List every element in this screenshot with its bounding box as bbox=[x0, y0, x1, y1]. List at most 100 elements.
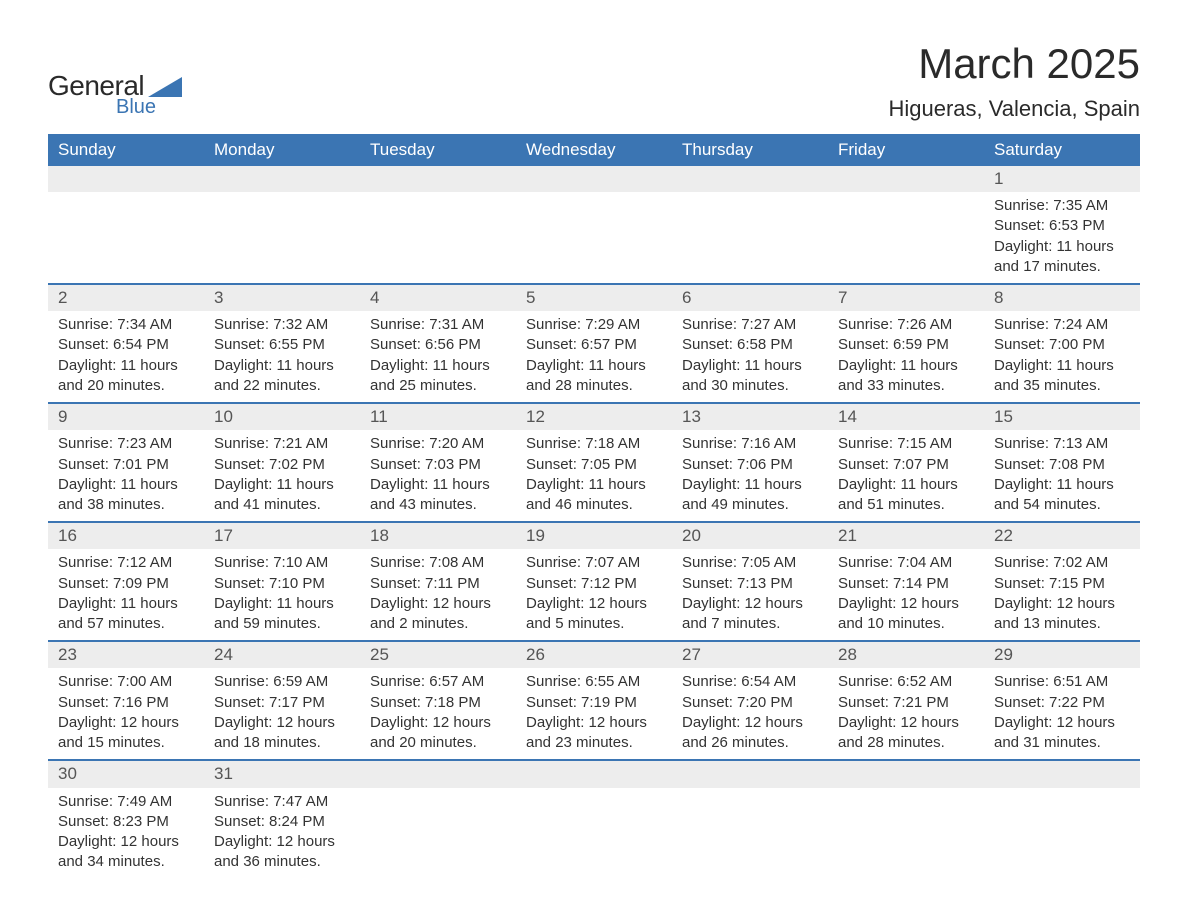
cell-body: Sunrise: 6:52 AMSunset: 7:21 PMDaylight:… bbox=[828, 668, 984, 759]
cell-body: Sunrise: 6:59 AMSunset: 7:17 PMDaylight:… bbox=[204, 668, 360, 759]
calendar-cell: 17Sunrise: 7:10 AMSunset: 7:10 PMDayligh… bbox=[204, 522, 360, 641]
day-header: Saturday bbox=[984, 134, 1140, 166]
daylight-text: Daylight: 12 hours and 31 minutes. bbox=[994, 713, 1130, 754]
header: General Blue March 2025 Higueras, Valenc… bbox=[48, 40, 1140, 122]
day-number: 17 bbox=[204, 523, 360, 549]
calendar-cell: 25Sunrise: 6:57 AMSunset: 7:18 PMDayligh… bbox=[360, 641, 516, 760]
sunset-text: Sunset: 7:12 PM bbox=[526, 574, 662, 594]
sunset-text: Sunset: 6:54 PM bbox=[58, 335, 194, 355]
daylight-text: Daylight: 12 hours and 20 minutes. bbox=[370, 713, 506, 754]
day-number: 9 bbox=[48, 404, 204, 430]
cell-body: Sunrise: 7:12 AMSunset: 7:09 PMDaylight:… bbox=[48, 549, 204, 640]
day-number: 7 bbox=[828, 285, 984, 311]
cell-body: Sunrise: 7:49 AMSunset: 8:23 PMDaylight:… bbox=[48, 788, 204, 879]
calendar-cell: 26Sunrise: 6:55 AMSunset: 7:19 PMDayligh… bbox=[516, 641, 672, 760]
sunrise-text: Sunrise: 7:27 AM bbox=[682, 315, 818, 335]
daylight-text: Daylight: 12 hours and 13 minutes. bbox=[994, 594, 1130, 635]
sunset-text: Sunset: 7:02 PM bbox=[214, 455, 350, 475]
day-number: 25 bbox=[360, 642, 516, 668]
daylight-text: Daylight: 11 hours and 43 minutes. bbox=[370, 475, 506, 516]
sunset-text: Sunset: 7:22 PM bbox=[994, 693, 1130, 713]
calendar-cell: 6Sunrise: 7:27 AMSunset: 6:58 PMDaylight… bbox=[672, 284, 828, 403]
sunrise-text: Sunrise: 7:23 AM bbox=[58, 434, 194, 454]
daylight-text: Daylight: 12 hours and 7 minutes. bbox=[682, 594, 818, 635]
cell-body bbox=[672, 192, 828, 262]
location-subtitle: Higueras, Valencia, Spain bbox=[888, 96, 1140, 122]
day-header: Wednesday bbox=[516, 134, 672, 166]
calendar-cell: 20Sunrise: 7:05 AMSunset: 7:13 PMDayligh… bbox=[672, 522, 828, 641]
calendar-cell bbox=[984, 760, 1140, 878]
cell-body: Sunrise: 7:00 AMSunset: 7:16 PMDaylight:… bbox=[48, 668, 204, 759]
daylight-text: Daylight: 11 hours and 41 minutes. bbox=[214, 475, 350, 516]
daylight-text: Daylight: 11 hours and 22 minutes. bbox=[214, 356, 350, 397]
cell-body: Sunrise: 7:02 AMSunset: 7:15 PMDaylight:… bbox=[984, 549, 1140, 640]
daylight-text: Daylight: 11 hours and 51 minutes. bbox=[838, 475, 974, 516]
cell-body: Sunrise: 7:35 AMSunset: 6:53 PMDaylight:… bbox=[984, 192, 1140, 283]
daylight-text: Daylight: 12 hours and 18 minutes. bbox=[214, 713, 350, 754]
day-number: 8 bbox=[984, 285, 1140, 311]
cell-body: Sunrise: 7:47 AMSunset: 8:24 PMDaylight:… bbox=[204, 788, 360, 879]
sunset-text: Sunset: 6:55 PM bbox=[214, 335, 350, 355]
day-number: 10 bbox=[204, 404, 360, 430]
sunset-text: Sunset: 7:14 PM bbox=[838, 574, 974, 594]
daylight-text: Daylight: 12 hours and 10 minutes. bbox=[838, 594, 974, 635]
daylight-text: Daylight: 11 hours and 25 minutes. bbox=[370, 356, 506, 397]
cell-body: Sunrise: 7:07 AMSunset: 7:12 PMDaylight:… bbox=[516, 549, 672, 640]
day-number: 1 bbox=[984, 166, 1140, 192]
cell-body: Sunrise: 7:04 AMSunset: 7:14 PMDaylight:… bbox=[828, 549, 984, 640]
day-number bbox=[984, 761, 1140, 787]
calendar-cell bbox=[48, 166, 204, 284]
daylight-text: Daylight: 11 hours and 54 minutes. bbox=[994, 475, 1130, 516]
sunrise-text: Sunrise: 7:29 AM bbox=[526, 315, 662, 335]
calendar-cell: 2Sunrise: 7:34 AMSunset: 6:54 PMDaylight… bbox=[48, 284, 204, 403]
cell-body: Sunrise: 6:54 AMSunset: 7:20 PMDaylight:… bbox=[672, 668, 828, 759]
cell-body: Sunrise: 7:10 AMSunset: 7:10 PMDaylight:… bbox=[204, 549, 360, 640]
daylight-text: Daylight: 11 hours and 38 minutes. bbox=[58, 475, 194, 516]
day-number: 14 bbox=[828, 404, 984, 430]
sunrise-text: Sunrise: 7:04 AM bbox=[838, 553, 974, 573]
brand-name-2: Blue bbox=[116, 96, 182, 119]
sunrise-text: Sunrise: 7:34 AM bbox=[58, 315, 194, 335]
sunrise-text: Sunrise: 6:55 AM bbox=[526, 672, 662, 692]
sunset-text: Sunset: 7:01 PM bbox=[58, 455, 194, 475]
calendar-row: 16Sunrise: 7:12 AMSunset: 7:09 PMDayligh… bbox=[48, 522, 1140, 641]
sunrise-text: Sunrise: 7:26 AM bbox=[838, 315, 974, 335]
calendar-cell bbox=[828, 760, 984, 878]
sunrise-text: Sunrise: 6:51 AM bbox=[994, 672, 1130, 692]
calendar-cell: 31Sunrise: 7:47 AMSunset: 8:24 PMDayligh… bbox=[204, 760, 360, 878]
cell-body bbox=[516, 192, 672, 262]
sunset-text: Sunset: 8:23 PM bbox=[58, 812, 194, 832]
calendar-cell bbox=[516, 760, 672, 878]
sunrise-text: Sunrise: 7:08 AM bbox=[370, 553, 506, 573]
calendar-cell: 10Sunrise: 7:21 AMSunset: 7:02 PMDayligh… bbox=[204, 403, 360, 522]
daylight-text: Daylight: 11 hours and 49 minutes. bbox=[682, 475, 818, 516]
title-block: March 2025 Higueras, Valencia, Spain bbox=[888, 40, 1140, 122]
calendar-cell bbox=[828, 166, 984, 284]
calendar-cell: 9Sunrise: 7:23 AMSunset: 7:01 PMDaylight… bbox=[48, 403, 204, 522]
cell-body: Sunrise: 7:27 AMSunset: 6:58 PMDaylight:… bbox=[672, 311, 828, 402]
calendar-cell: 19Sunrise: 7:07 AMSunset: 7:12 PMDayligh… bbox=[516, 522, 672, 641]
cell-body: Sunrise: 7:08 AMSunset: 7:11 PMDaylight:… bbox=[360, 549, 516, 640]
day-number bbox=[828, 761, 984, 787]
day-header: Monday bbox=[204, 134, 360, 166]
daylight-text: Daylight: 12 hours and 34 minutes. bbox=[58, 832, 194, 873]
cell-body: Sunrise: 7:23 AMSunset: 7:01 PMDaylight:… bbox=[48, 430, 204, 521]
day-number: 15 bbox=[984, 404, 1140, 430]
day-number: 12 bbox=[516, 404, 672, 430]
sunrise-text: Sunrise: 7:32 AM bbox=[214, 315, 350, 335]
sunrise-text: Sunrise: 7:02 AM bbox=[994, 553, 1130, 573]
day-number: 16 bbox=[48, 523, 204, 549]
cell-body bbox=[48, 192, 204, 262]
day-number: 18 bbox=[360, 523, 516, 549]
cell-body: Sunrise: 7:13 AMSunset: 7:08 PMDaylight:… bbox=[984, 430, 1140, 521]
cell-body: Sunrise: 6:55 AMSunset: 7:19 PMDaylight:… bbox=[516, 668, 672, 759]
sunset-text: Sunset: 7:18 PM bbox=[370, 693, 506, 713]
sunrise-text: Sunrise: 6:52 AM bbox=[838, 672, 974, 692]
daylight-text: Daylight: 11 hours and 59 minutes. bbox=[214, 594, 350, 635]
sunset-text: Sunset: 6:53 PM bbox=[994, 216, 1130, 236]
sunset-text: Sunset: 7:03 PM bbox=[370, 455, 506, 475]
sunset-text: Sunset: 8:24 PM bbox=[214, 812, 350, 832]
sunrise-text: Sunrise: 7:13 AM bbox=[994, 434, 1130, 454]
cell-body: Sunrise: 7:29 AMSunset: 6:57 PMDaylight:… bbox=[516, 311, 672, 402]
sunrise-text: Sunrise: 7:31 AM bbox=[370, 315, 506, 335]
